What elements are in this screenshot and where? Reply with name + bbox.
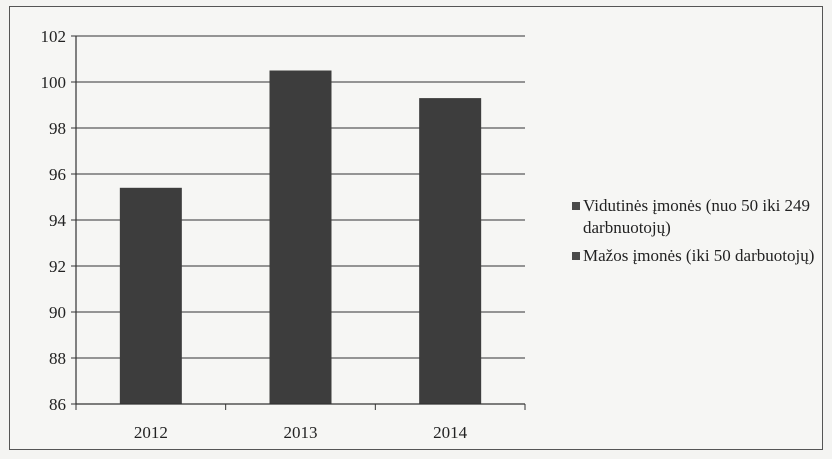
legend-label: Mažos įmonės (iki 50 darbuotojų)	[583, 246, 815, 265]
bar-chart: 86 88 90 92 94 96 98 100 102 2012 2013 2014	[41, 27, 526, 442]
bar-2014	[419, 98, 482, 404]
y-tick-label: 102	[41, 27, 67, 46]
legend: Vidutinės įmonės (nuo 50 iki 249 darbnuo…	[572, 195, 832, 273]
legend-swatch-icon	[572, 252, 580, 260]
y-tick-label: 92	[49, 257, 66, 276]
y-tick-label: 98	[49, 119, 66, 138]
x-tick-label: 2013	[284, 423, 318, 442]
y-tick-label: 96	[49, 165, 66, 184]
chart-frame: 86 88 90 92 94 96 98 100 102 2012 2013 2014 Viduti…	[9, 6, 823, 450]
legend-item-small-companies: Mažos įmonės (iki 50 darbuotojų)	[572, 245, 832, 267]
y-tick-label: 88	[49, 349, 66, 368]
axes	[71, 35, 526, 410]
y-tick-label: 94	[49, 211, 67, 230]
y-tick-label: 86	[49, 395, 66, 414]
legend-item-medium-companies: Vidutinės įmonės (nuo 50 iki 249 darbnuo…	[572, 195, 832, 239]
legend-label: Vidutinės įmonės (nuo 50 iki 249 darbnuo…	[583, 196, 811, 237]
legend-swatch-icon	[572, 202, 580, 210]
y-tick-labels: 86 88 90 92 94 96 98 100 102	[41, 27, 67, 414]
bars	[119, 70, 482, 404]
bar-2012	[119, 187, 182, 404]
bar-2013	[269, 70, 332, 404]
x-tick-label: 2012	[134, 423, 168, 442]
x-tick-labels: 2012 2013 2014	[134, 423, 468, 442]
y-tick-label: 100	[41, 73, 67, 92]
y-tick-label: 90	[49, 303, 66, 322]
x-tick-label: 2014	[433, 423, 468, 442]
